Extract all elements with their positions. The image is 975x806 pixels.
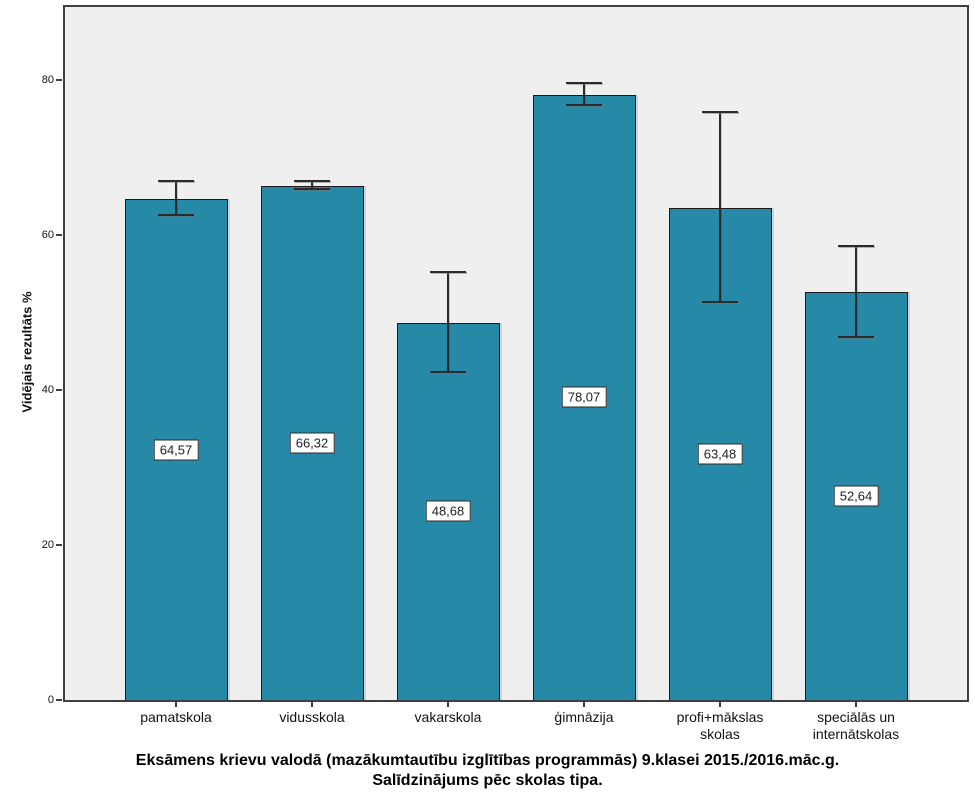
x-category-label: vakarskola [414,709,482,725]
error-bar-line [855,245,857,338]
bar-value-label: 64,57 [153,439,199,461]
error-bar-cap-bottom [294,188,330,191]
x-tick-mark [855,702,857,707]
y-tick-mark [56,233,62,236]
error-bar-cap-top [158,180,194,183]
x-category-label: speciālās un internātskolas [812,709,900,742]
bar-value-label: 78,07 [561,386,607,408]
y-tick-label: 0 [47,694,54,706]
error-bar-line [719,111,721,302]
error-bar-line [447,272,449,373]
error-bar-cap-bottom [838,336,874,339]
error-bar-cap-top [430,271,466,274]
plot-area: 0 20 40 60 80 64,57 66,32 48,68 78,07 63,48 52,64 [42,5,969,706]
error-bar-cap-bottom [566,103,602,106]
x-category-label: ģimnāzija [554,709,614,725]
bar-value-label: 63,48 [697,443,743,465]
error-bar-line [175,181,177,215]
bar-value-label: 48,68 [425,500,471,522]
y-tick-mark [56,78,62,81]
bar-value-label: 66,32 [289,432,335,454]
caption-line-2: Salīdzinājums pēc skolas tipa. [372,772,603,789]
error-bar-cap-top [294,179,330,182]
error-bar-cap-bottom [702,300,738,303]
error-bar-cap-top [566,81,602,84]
y-tick-label: 40 [41,383,54,396]
x-tick-mark [311,702,313,707]
y-tick-mark [56,543,62,546]
error-bar-cap-top [838,244,874,247]
y-tick-label: 60 [41,228,54,241]
x-category-label: pamatskola [140,709,212,725]
error-bar-line [311,180,313,190]
y-tick-label: 80 [41,73,54,86]
error-bar-cap-top [702,110,738,113]
error-bar-line [583,82,585,105]
error-bar-cap-bottom [158,213,194,216]
error-bar-cap-bottom [430,371,466,374]
x-tick-mark [447,702,449,707]
y-tick-label: 20 [41,538,54,551]
y-axis-title: Vidējais rezultāts % [19,290,35,413]
x-category-label: profi+mākslas skolas [676,709,764,742]
bar-value-label: 52,64 [833,485,879,507]
chart-caption: Eksāmens krievu valodā (mazākumtautību i… [0,751,975,791]
x-tick-mark [583,702,585,707]
x-tick-mark [719,702,721,707]
y-tick-mark [56,388,62,391]
y-tick-mark [56,699,62,701]
x-tick-mark [175,702,177,707]
caption-line-1: Eksāmens krievu valodā (mazākumtautību i… [135,752,840,769]
x-category-label: vidusskola [279,709,345,725]
